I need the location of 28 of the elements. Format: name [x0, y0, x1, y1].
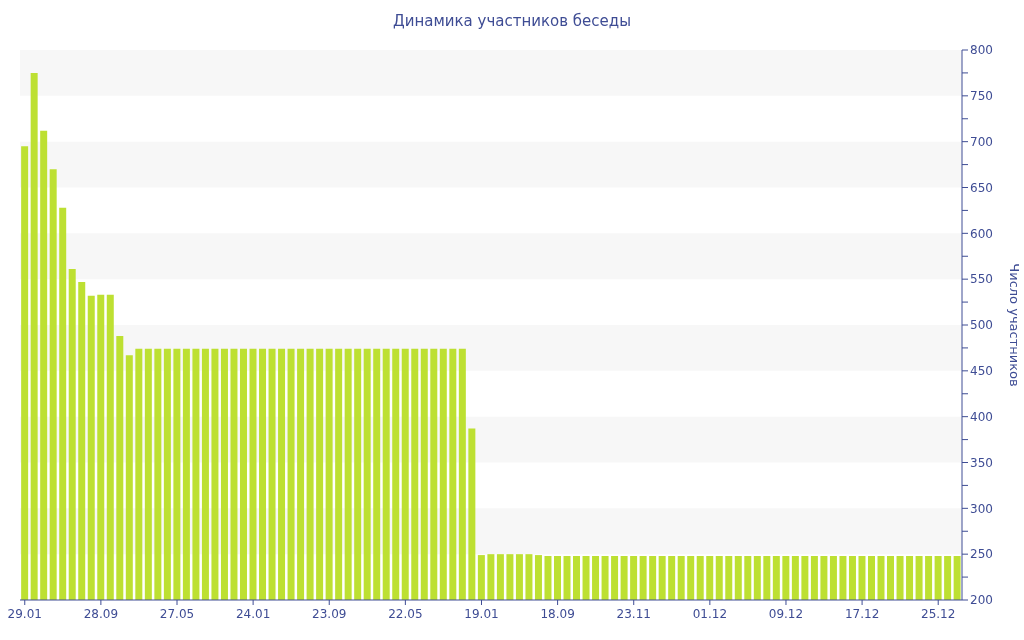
y-tick-label: 800: [970, 43, 993, 58]
x-tick-label: 27.05: [159, 607, 195, 621]
y-tick-label: 600: [970, 226, 993, 241]
y-tick-label: 250: [970, 547, 993, 562]
x-tick-label: 18.09: [540, 607, 575, 621]
y-tick-label: 300: [970, 501, 993, 516]
x-tick-label: 01.12: [692, 607, 728, 621]
x-tick-label: 29.01: [7, 607, 42, 621]
y-tick-label: 350: [970, 455, 993, 470]
y-tick-label: 650: [970, 180, 993, 195]
x-tick-label: 09.12: [768, 607, 804, 621]
x-tick-label: 24.01: [235, 607, 271, 621]
x-tick-label: 19.01: [464, 607, 499, 621]
y-tick-label: 200: [970, 593, 993, 608]
y-tick-label: 450: [970, 364, 993, 379]
y-tick-label: 550: [970, 272, 993, 287]
y-tick-label: 500: [970, 318, 993, 333]
y-tick-label: 700: [970, 134, 993, 149]
y-axis-title: Число участников: [1007, 263, 1022, 387]
x-tick-label: 28.09: [83, 607, 119, 621]
y-tick-label: 400: [970, 409, 993, 424]
x-tick-label: 23.11: [616, 607, 651, 621]
chart-title: Динамика участников беседы: [391, 12, 632, 30]
x-tick-label: 23.09: [312, 607, 347, 621]
x-tick-label: 22.05: [388, 607, 423, 621]
y-tick-label: 750: [970, 89, 993, 104]
x-tick-label: 25.12: [921, 607, 956, 621]
x-tick-label: 17.12: [844, 607, 880, 621]
